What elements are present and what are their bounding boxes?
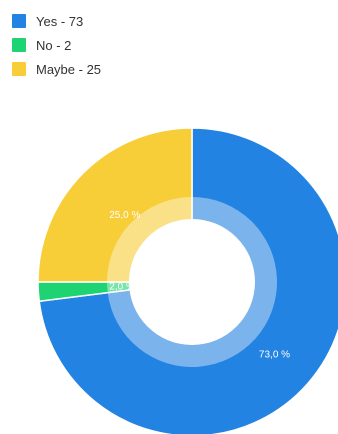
legend-item-no[interactable]: No - 2	[12, 34, 101, 56]
donut-hole	[129, 219, 255, 345]
slice-label-no: 2,0 %	[109, 281, 135, 292]
legend-item-maybe[interactable]: Maybe - 25	[12, 58, 101, 80]
slice-label-yes: 73,0 %	[259, 350, 290, 361]
slice-yes[interactable]	[38, 127, 338, 434]
legend-swatch-yes	[12, 14, 26, 28]
legend-swatch-maybe	[12, 62, 26, 76]
legend-item-yes[interactable]: Yes - 73	[12, 10, 101, 32]
legend-swatch-no	[12, 38, 26, 52]
legend-label-yes: Yes - 73	[36, 13, 84, 29]
legend-label-no: No - 2	[36, 37, 72, 53]
legend-label-maybe: Maybe - 25	[36, 61, 102, 77]
chart-legend: Yes - 73 No - 2 Maybe - 25	[12, 10, 101, 82]
slice-label-maybe: 25,0 %	[109, 210, 140, 221]
